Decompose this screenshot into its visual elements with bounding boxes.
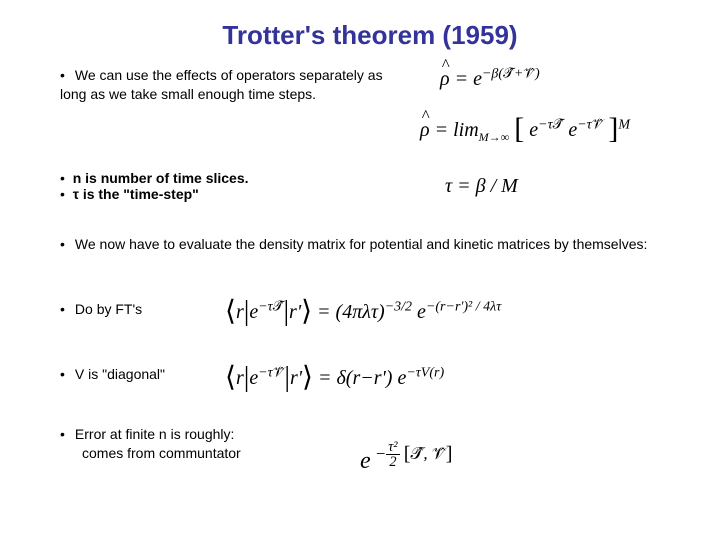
bullet-6b-text: comes from communtator <box>82 445 241 461</box>
bullet-4-text: Do by FT's <box>75 301 142 317</box>
bullet-6a-text: Error at finite n is roughly: <box>75 426 235 442</box>
equation-2: ρ = limM→∞ [ e−τ𝒯̂ e−τ𝒱̂ ]M <box>420 110 630 145</box>
equation-1: ρ = e−β(𝒯̂+𝒱̂) <box>440 66 540 91</box>
bullet-2b: • τ is the "time-step" <box>60 186 400 202</box>
bullet-6a: Error at finite n is roughly: <box>60 425 241 444</box>
bullet-2b-text: τ is the "time-step" <box>73 186 199 202</box>
bullet-5: V is "diagonal" <box>60 365 165 384</box>
section-3: We now have to evaluate the density matr… <box>60 235 660 254</box>
bullet-1: We can use the effects of operators sepa… <box>60 66 400 104</box>
slide: Trotter's theorem (1959) We can use the … <box>0 0 720 540</box>
bullet-4: Do by FT's <box>60 300 142 319</box>
section-2: • n is number of time slices. • τ is the… <box>60 170 400 202</box>
bullet-2a-text: n is number of time slices. <box>73 170 249 186</box>
bullet-2a: • n is number of time slices. <box>60 170 400 186</box>
section-4: Do by FT's <box>60 300 142 319</box>
equation-4: ⟨r|e−τ𝒯̂|r'⟩ = (4πλτ)−3/2 e−(r−r')² / 4λ… <box>225 292 501 326</box>
bullet-3-text: We now have to evaluate the density matr… <box>75 236 647 252</box>
bullet-3: We now have to evaluate the density matr… <box>60 235 660 254</box>
equation-3: τ = β / M <box>445 175 518 198</box>
section-1: We can use the effects of operators sepa… <box>60 66 400 104</box>
equation-6: e −τ²2 [𝒯̂, 𝒱̂] <box>360 440 452 475</box>
equation-5: ⟨r|e−τ𝒱̂|r'⟩ = δ(r−r') e−τV(r) <box>225 358 444 392</box>
section-5: V is "diagonal" <box>60 365 165 384</box>
bullet-1-text: We can use the effects of operators sepa… <box>60 67 383 102</box>
section-6: Error at finite n is roughly: comes from… <box>60 425 241 463</box>
slide-title: Trotter's theorem (1959) <box>60 20 680 51</box>
bullet-5-text: V is "diagonal" <box>75 366 165 382</box>
bullet-6b: comes from communtator <box>60 444 241 463</box>
